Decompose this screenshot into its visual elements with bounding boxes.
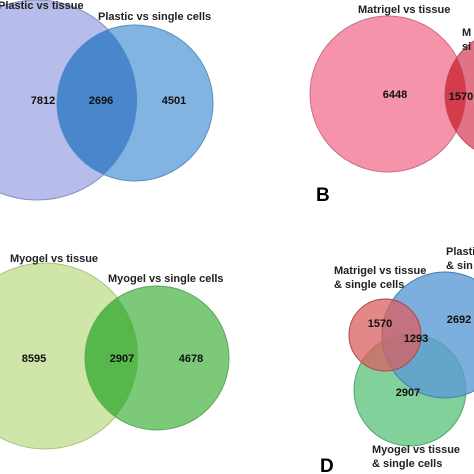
count-center-combined: 1293 — [404, 333, 428, 345]
panel-a: Plastic vs tissue Plastic vs single cell… — [0, 0, 214, 201]
label-plastic-combined-line1: Plastic — [446, 246, 474, 258]
count-plastic-both: 2696 — [89, 95, 113, 107]
label-myogel-combined-line2: & single cells — [372, 458, 442, 470]
label-matrigel-tissue: Matrigel vs tissue — [358, 4, 450, 16]
panel-letter-d: D — [320, 456, 334, 474]
count-myogel-tissue-only: 8595 — [22, 353, 46, 365]
count-myogel-single-cells-only: 4678 — [179, 353, 203, 365]
label-myogel-combined-line1: Myogel vs tissue — [372, 444, 460, 456]
count-matrigel-tissue-only: 6448 — [383, 89, 407, 101]
label-plastic-tissue: Plastic vs tissue — [0, 0, 84, 12]
panel-c: Myogel vs tissue Myogel vs single cells … — [0, 253, 230, 450]
label-matrigel-single-cells-line2: si — [462, 41, 471, 53]
label-plastic-single-cells: Plastic vs single cells — [98, 11, 211, 23]
panel-letter-b: B — [316, 185, 330, 206]
count-plastic-tissue-only: 7812 — [31, 95, 55, 107]
label-myogel-single-cells: Myogel vs single cells — [108, 273, 224, 285]
venn-overlap-plastic — [57, 25, 137, 181]
panel-b: Matrigel vs tissue M si 6448 1570 B — [309, 4, 474, 206]
label-matrigel-combined-line1: Matrigel vs tissue — [334, 265, 426, 277]
label-myogel-tissue: Myogel vs tissue — [10, 253, 98, 265]
venn-circle-matrigel-combined — [348, 298, 422, 372]
count-plastic-single-cells-only: 4501 — [162, 95, 186, 107]
count-matrigel-both: 1570 — [449, 91, 473, 103]
label-plastic-combined-line2: & sin — [446, 260, 473, 272]
count-myogel-both: 2907 — [110, 353, 134, 365]
count-plastic-combined: 2692 — [447, 314, 471, 326]
count-matrigel-combined: 1570 — [368, 318, 392, 330]
count-myogel-combined: 2907 — [396, 387, 420, 399]
label-matrigel-single-cells-line1: M — [462, 27, 471, 39]
panel-d: Matrigel vs tissue & single cells Plasti… — [320, 246, 474, 474]
label-matrigel-combined-line2: & single cells — [334, 279, 404, 291]
